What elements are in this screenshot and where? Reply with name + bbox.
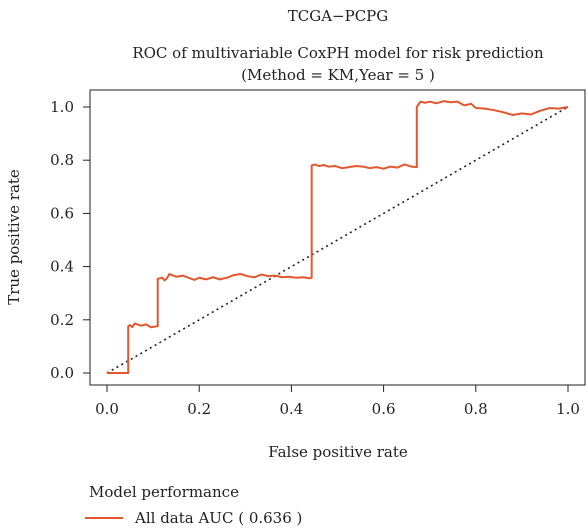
y-tick-label: 0.8: [50, 151, 74, 169]
series-layer: [107, 100, 569, 374]
x-tick-label: 1.0: [556, 400, 580, 418]
x-tick-label: 0.8: [464, 400, 488, 418]
y-tick-label: 0.4: [50, 258, 74, 276]
chart-suptitle: TCGA−PCPG: [288, 7, 389, 25]
roc-curve-series-0: [107, 100, 569, 374]
legend-title: Model performance: [89, 483, 239, 501]
plot-frame: [89, 89, 586, 386]
x-tick-label: 0.2: [187, 400, 211, 418]
y-tick-label: 0.2: [50, 311, 74, 329]
chart-title-line1: ROC of multivariable CoxPH model for ris…: [132, 44, 544, 62]
x-tick-label: 0.0: [95, 400, 119, 418]
chart-title-line2: (Method = KM,Year = 5 ): [241, 66, 435, 84]
y-tick-label: 0.0: [50, 364, 74, 382]
y-axis: 0.0 0.2 0.4 0.6 0.8 1.0: [50, 98, 91, 382]
reference-diagonal-line: [106, 106, 569, 374]
y-tick-label: 0.6: [50, 204, 74, 222]
y-axis-label: True positive rate: [5, 169, 23, 305]
x-axis: 0.0 0.2 0.4 0.6 0.8 1.0: [95, 384, 580, 418]
x-tick-label: 0.4: [279, 400, 303, 418]
x-tick-label: 0.6: [372, 400, 396, 418]
legend-label-all-data: All data AUC ( 0.636 ): [134, 509, 302, 527]
y-tick-label: 1.0: [50, 98, 74, 116]
x-axis-label: False positive rate: [268, 443, 408, 461]
